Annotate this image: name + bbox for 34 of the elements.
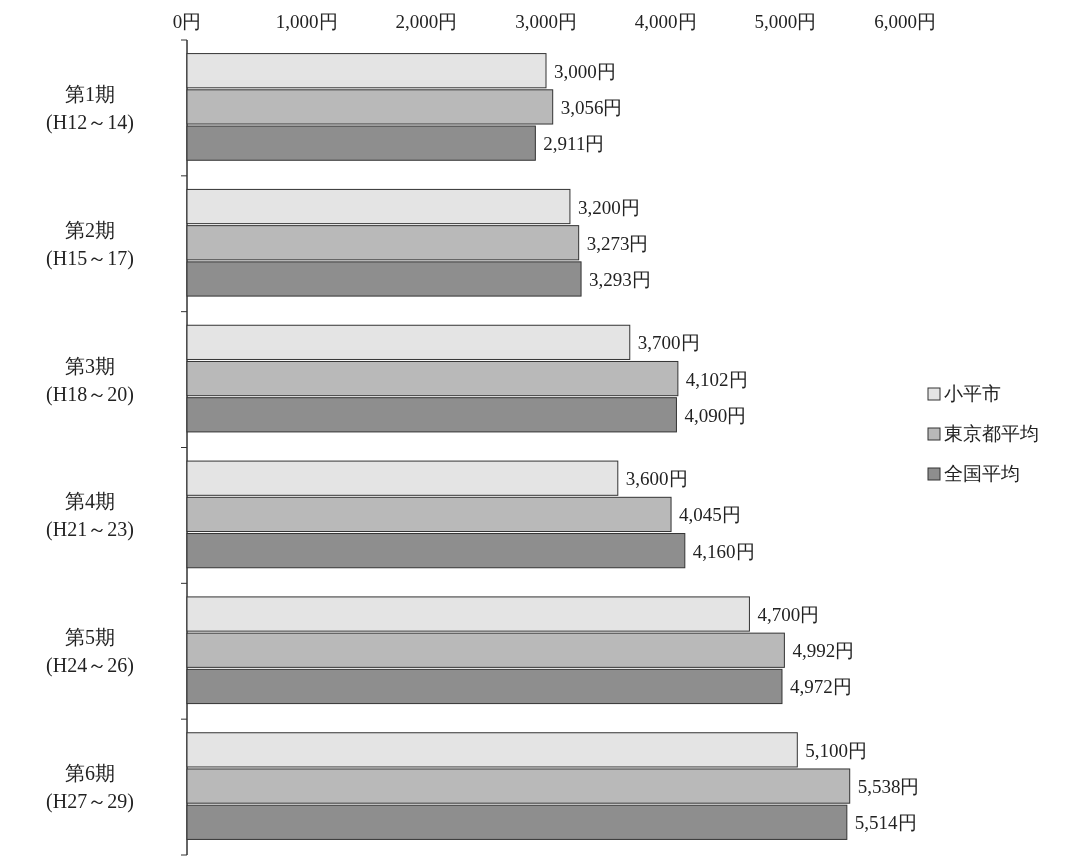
- data-label: 4,160円: [692, 540, 755, 562]
- x-tick-label: 0円: [172, 11, 202, 32]
- data-label: 3,000円: [554, 60, 616, 82]
- legend-label: 東京都平均: [944, 423, 1039, 444]
- y-tick-label: 第4期 (H21～23): [46, 490, 134, 542]
- y-tick-label: 第3期 (H18～20): [46, 354, 134, 406]
- x-tick-label: 3,000円: [515, 11, 577, 32]
- y-tick-label: 第2期 (H15～17): [46, 218, 134, 270]
- data-label: 4,090円: [684, 404, 747, 426]
- data-label: 2,911円: [543, 133, 605, 155]
- data-label: 3,200円: [577, 196, 640, 218]
- x-tick-label: 4,000円: [634, 11, 697, 32]
- data-label: 4,102円: [685, 368, 748, 390]
- data-label: 3,293円: [589, 268, 651, 290]
- y-tick-label: 第5期 (H24～26): [46, 626, 134, 678]
- data-label: 4,992円: [792, 640, 855, 662]
- x-tick-label: 2,000円: [395, 11, 458, 32]
- x-tick-label: 1,000円: [275, 11, 338, 32]
- data-label: 3,600円: [625, 468, 688, 490]
- data-label: 3,273円: [586, 232, 649, 254]
- x-tick-label: 6,000円: [874, 11, 936, 32]
- data-label: 3,700円: [637, 332, 700, 354]
- legend-label: 小平市: [944, 383, 1001, 404]
- y-tick-label: 第6期 (H27～29): [46, 762, 134, 814]
- x-tick-label: 5,000円: [754, 11, 817, 32]
- data-label: 4,045円: [679, 504, 741, 526]
- data-label: 5,538円: [857, 776, 920, 798]
- data-label: 4,972円: [789, 676, 852, 698]
- data-label: 5,514円: [854, 812, 917, 834]
- legend-label: 全国平均: [944, 463, 1020, 484]
- data-label: 3,056円: [560, 96, 623, 118]
- data-label: 5,100円: [805, 739, 868, 761]
- data-label: 4,700円: [757, 604, 820, 626]
- y-tick-label: 第1期 (H12～14): [46, 82, 134, 134]
